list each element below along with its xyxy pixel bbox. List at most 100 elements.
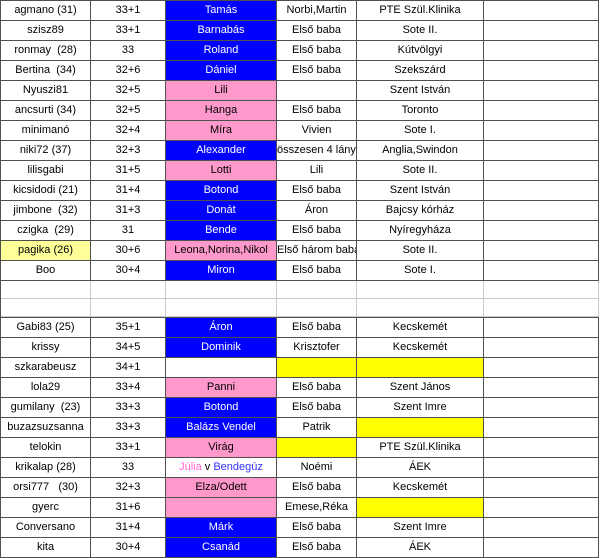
cell-gestation-week[interactable]: 32+4 <box>91 121 166 141</box>
cell-baby-name[interactable]: Áron <box>166 317 277 338</box>
cell-extra[interactable] <box>484 398 599 418</box>
cell-baby-name[interactable]: Botond <box>166 398 277 418</box>
cell-username[interactable]: pagika (26) <box>1 241 91 261</box>
cell-username[interactable]: buzazsuzsanna <box>1 418 91 438</box>
cell-extra[interactable] <box>484 221 599 241</box>
cell-note[interactable]: Első három baba <box>277 241 357 261</box>
cell-hospital[interactable] <box>357 358 484 378</box>
cell-gestation-week[interactable]: 30+4 <box>91 538 166 558</box>
cell-username[interactable]: Conversano <box>1 518 91 538</box>
cell-extra[interactable] <box>484 1 599 21</box>
cell-extra[interactable] <box>484 317 599 338</box>
cell-hospital[interactable]: Szent Imre <box>357 518 484 538</box>
cell-gestation-week[interactable]: 35+1 <box>91 317 166 338</box>
cell-extra[interactable] <box>484 518 599 538</box>
cell-baby-name[interactable]: Donát <box>166 201 277 221</box>
cell-hospital[interactable]: ÁEK <box>357 458 484 478</box>
cell-username[interactable]: gyerc <box>1 498 91 518</box>
cell-extra[interactable] <box>484 141 599 161</box>
cell-baby-name[interactable]: Lotti <box>166 161 277 181</box>
cell-baby-name[interactable]: Dominik <box>166 338 277 358</box>
cell-extra[interactable] <box>484 338 599 358</box>
cell-gestation-week[interactable]: 32+5 <box>91 101 166 121</box>
cell-extra[interactable] <box>484 201 599 221</box>
cell-hospital[interactable]: Szent István <box>357 81 484 101</box>
cell-username[interactable]: ancsurti (34) <box>1 101 91 121</box>
cell-gestation-week[interactable]: 33+1 <box>91 438 166 458</box>
cell-baby-name[interactable] <box>166 358 277 378</box>
cell-note[interactable]: Első baba <box>277 101 357 121</box>
cell-username[interactable]: kicsidodi (21) <box>1 181 91 201</box>
cell-note[interactable]: Első baba <box>277 41 357 61</box>
cell-gestation-week[interactable]: 32+6 <box>91 61 166 81</box>
cell-note[interactable]: Norbi,Martin <box>277 1 357 21</box>
cell-baby-name[interactable]: Barnabás <box>166 21 277 41</box>
cell-hospital[interactable]: Kecskemét <box>357 338 484 358</box>
cell-note[interactable] <box>277 358 357 378</box>
cell-baby-name[interactable]: Leona,Norina,Nikol <box>166 241 277 261</box>
cell-gestation-week[interactable]: 31+4 <box>91 181 166 201</box>
cell-baby-name[interactable]: Márk <box>166 518 277 538</box>
cell-gestation-week[interactable]: 31+4 <box>91 518 166 538</box>
cell-extra[interactable] <box>484 161 599 181</box>
cell-note[interactable]: Első baba <box>277 261 357 281</box>
cell-hospital[interactable]: PTE Szül.Klinika <box>357 438 484 458</box>
cell-baby-name[interactable]: Alexander <box>166 141 277 161</box>
cell-note[interactable]: Áron <box>277 201 357 221</box>
cell-gestation-week[interactable]: 32+3 <box>91 141 166 161</box>
cell-baby-name[interactable]: Botond <box>166 181 277 201</box>
cell-note[interactable] <box>277 438 357 458</box>
cell-extra[interactable] <box>484 101 599 121</box>
cell-username[interactable]: lilisgabi <box>1 161 91 181</box>
cell-gestation-week[interactable]: 32+5 <box>91 81 166 101</box>
cell-note[interactable]: Vivien <box>277 121 357 141</box>
cell-gestation-week[interactable]: 30+6 <box>91 241 166 261</box>
cell-gestation-week[interactable]: 30+4 <box>91 261 166 281</box>
cell-baby-name[interactable]: Balázs Vendel <box>166 418 277 438</box>
cell-note[interactable] <box>277 81 357 101</box>
cell-username[interactable]: szisz89 <box>1 21 91 41</box>
cell-note[interactable]: Emese,Réka <box>277 498 357 518</box>
cell-note[interactable]: Első baba <box>277 478 357 498</box>
cell-hospital[interactable]: Szent Imre <box>357 398 484 418</box>
cell-baby-name[interactable]: Csanád <box>166 538 277 558</box>
cell-gestation-week[interactable]: 33+1 <box>91 21 166 41</box>
cell-gestation-week[interactable]: 31 <box>91 221 166 241</box>
cell-hospital[interactable]: Sote II. <box>357 241 484 261</box>
cell-gestation-week[interactable]: 33 <box>91 458 166 478</box>
cell-extra[interactable] <box>484 538 599 558</box>
cell-baby-name[interactable]: Dániel <box>166 61 277 81</box>
cell-hospital[interactable]: Szent István <box>357 181 484 201</box>
cell-username[interactable]: niki72 (37) <box>1 141 91 161</box>
cell-baby-name[interactable] <box>166 498 277 518</box>
cell-extra[interactable] <box>484 81 599 101</box>
cell-baby-name[interactable]: Júlia v Bendegúz <box>166 458 277 478</box>
cell-baby-name[interactable]: Bende <box>166 221 277 241</box>
cell-extra[interactable] <box>484 498 599 518</box>
cell-hospital[interactable]: Kútvölgyi <box>357 41 484 61</box>
cell-extra[interactable] <box>484 61 599 81</box>
cell-baby-name[interactable]: Virág <box>166 438 277 458</box>
cell-extra[interactable] <box>484 181 599 201</box>
cell-username[interactable]: gumilany (23) <box>1 398 91 418</box>
cell-hospital[interactable]: Bajcsy kórház <box>357 201 484 221</box>
cell-gestation-week[interactable]: 31+6 <box>91 498 166 518</box>
cell-note[interactable]: Noémi <box>277 458 357 478</box>
cell-note[interactable]: Első baba <box>277 21 357 41</box>
cell-note[interactable]: Lili <box>277 161 357 181</box>
cell-gestation-week[interactable]: 34+5 <box>91 338 166 358</box>
cell-username[interactable]: Boo <box>1 261 91 281</box>
cell-note[interactable]: Patrik <box>277 418 357 438</box>
cell-note[interactable]: Első baba <box>277 181 357 201</box>
cell-username[interactable]: Nyuszi81 <box>1 81 91 101</box>
cell-gestation-week[interactable]: 34+1 <box>91 358 166 378</box>
cell-hospital[interactable] <box>357 498 484 518</box>
cell-gestation-week[interactable]: 33+3 <box>91 418 166 438</box>
cell-hospital[interactable]: Toronto <box>357 101 484 121</box>
cell-note[interactable]: Első baba <box>277 538 357 558</box>
cell-baby-name[interactable]: Míra <box>166 121 277 141</box>
cell-username[interactable]: Gabi83 (25) <box>1 317 91 338</box>
cell-username[interactable]: ronmay (28) <box>1 41 91 61</box>
cell-hospital[interactable]: Anglia,Swindon <box>357 141 484 161</box>
cell-note[interactable]: Első baba <box>277 378 357 398</box>
